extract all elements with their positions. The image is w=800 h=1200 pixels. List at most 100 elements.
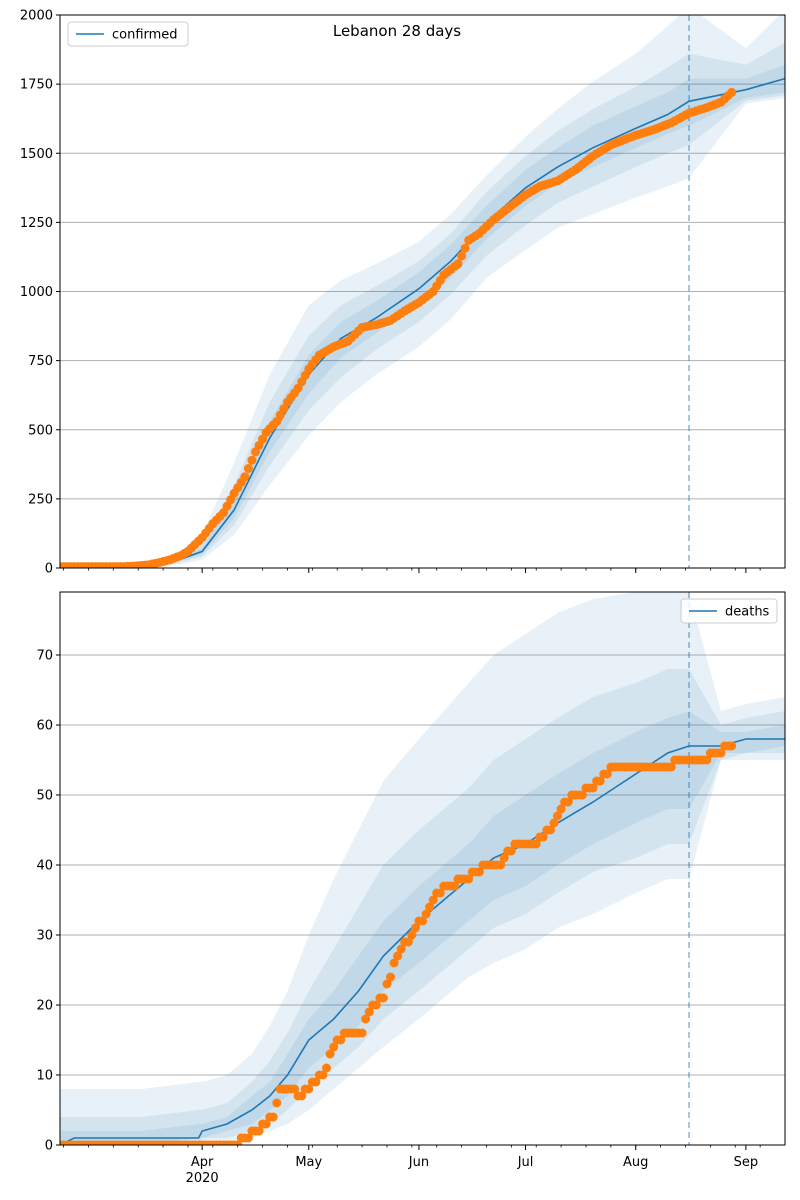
observed-point	[378, 993, 388, 1003]
observed-point	[702, 755, 712, 765]
y-tick-label: 1250	[20, 216, 53, 231]
legend-box	[67, 21, 189, 47]
legend-label: deaths	[725, 605, 770, 620]
x-year-label: 2020	[186, 1171, 219, 1186]
y-tick-label: 250	[28, 492, 53, 507]
observed-point	[261, 1119, 271, 1129]
observed-point	[396, 944, 406, 954]
y-tick-label: 0	[45, 562, 53, 577]
observed-point	[410, 923, 420, 933]
x-tick-label: Apr	[191, 1155, 214, 1170]
observed-point	[403, 937, 413, 947]
observed-point	[727, 87, 737, 97]
uncertainty-band-2	[60, 669, 785, 1145]
observed-point	[243, 1133, 253, 1143]
observed-point	[304, 1084, 314, 1094]
observed-point	[453, 259, 463, 269]
observed-point	[421, 909, 431, 919]
observed-point	[545, 825, 555, 835]
observed-point	[407, 930, 417, 940]
observed-point	[727, 741, 737, 751]
y-tick-label: 0	[45, 1139, 53, 1154]
observed-point	[268, 1112, 278, 1122]
y-tick-label: 2000	[20, 9, 53, 24]
figure-title: Lebanon 28 days	[333, 22, 461, 40]
observed-point	[716, 748, 726, 758]
observed-point	[329, 1042, 339, 1052]
x-tick-label: May	[295, 1155, 322, 1170]
y-tick-label: 1750	[20, 78, 53, 93]
x-tick-label: Jun	[408, 1155, 429, 1170]
observed-point	[531, 839, 541, 849]
observed-point	[240, 472, 250, 482]
observed-point	[272, 1098, 282, 1108]
x-tick-label: Aug	[623, 1155, 648, 1170]
y-tick-label: 40	[36, 859, 53, 874]
observed-point	[389, 958, 399, 968]
observed-point	[357, 1028, 367, 1038]
observed-point	[243, 464, 253, 473]
observed-point	[311, 1077, 321, 1087]
observed-point	[247, 455, 257, 465]
observed-point	[588, 783, 598, 793]
observed-point	[538, 832, 548, 842]
plot-area	[60, 15, 785, 568]
observed-point	[435, 888, 445, 898]
y-tick-label: 50	[36, 789, 53, 804]
y-tick-label: 60	[36, 719, 53, 734]
observed-point	[666, 762, 676, 772]
model-line	[60, 738, 785, 1145]
axes-frame	[59, 591, 786, 1146]
uncertainty-band-3	[60, 711, 785, 1145]
observed-point	[602, 769, 612, 779]
observed-point	[556, 804, 566, 814]
legend-box	[680, 598, 778, 624]
observed-point	[361, 1014, 371, 1024]
y-tick-label: 70	[36, 649, 53, 664]
observed-point	[464, 874, 474, 884]
observed-point	[325, 1049, 335, 1059]
legend-label: confirmed	[112, 28, 178, 43]
y-tick-label: 20	[36, 999, 53, 1014]
y-tick-label: 10	[36, 1069, 53, 1084]
observed-point	[474, 867, 484, 877]
x-tick-label: Jul	[517, 1155, 534, 1170]
observed-point	[496, 860, 506, 870]
observed-point	[499, 853, 509, 863]
observed-point	[393, 951, 403, 961]
y-tick-label: 1500	[20, 147, 53, 162]
observed-point	[254, 1126, 264, 1136]
observed-point	[460, 243, 470, 253]
observed-point	[553, 811, 562, 821]
y-tick-label: 750	[28, 354, 53, 369]
observed-point	[371, 1000, 381, 1010]
observed-point	[457, 251, 467, 261]
uncertainty-band-1	[60, 592, 785, 1145]
observed-point	[595, 776, 605, 786]
x-tick-label: Sep	[734, 1155, 759, 1170]
observed-point	[364, 1007, 374, 1017]
plot-area	[60, 592, 785, 1145]
y-tick-label: 500	[28, 423, 53, 438]
observed-point	[297, 1091, 307, 1101]
observed-point	[336, 1035, 346, 1045]
observed-point	[549, 818, 559, 828]
observed-point	[290, 1084, 300, 1094]
observed-point	[418, 916, 427, 926]
observed-point	[577, 790, 587, 800]
observed-point	[506, 846, 516, 856]
deaths-panel: 0 10 20 30 40 50 60 70 Apr May Jun Jul Aug Sep 2020 dea…	[36, 591, 786, 1186]
observed-point	[563, 797, 573, 807]
observed-point	[382, 979, 392, 989]
observed-point	[386, 972, 395, 982]
y-tick-label: 1000	[20, 285, 53, 300]
observed-point	[425, 902, 435, 912]
observed-point	[428, 895, 438, 905]
y-tick-label: 30	[36, 929, 53, 944]
observed-point	[318, 1070, 328, 1080]
confirmed-panel: 0 250 500 750 1000 1250 1500 1750 2000 confirmed	[20, 9, 786, 577]
observed-point	[322, 1063, 331, 1073]
observed-point	[450, 881, 459, 891]
